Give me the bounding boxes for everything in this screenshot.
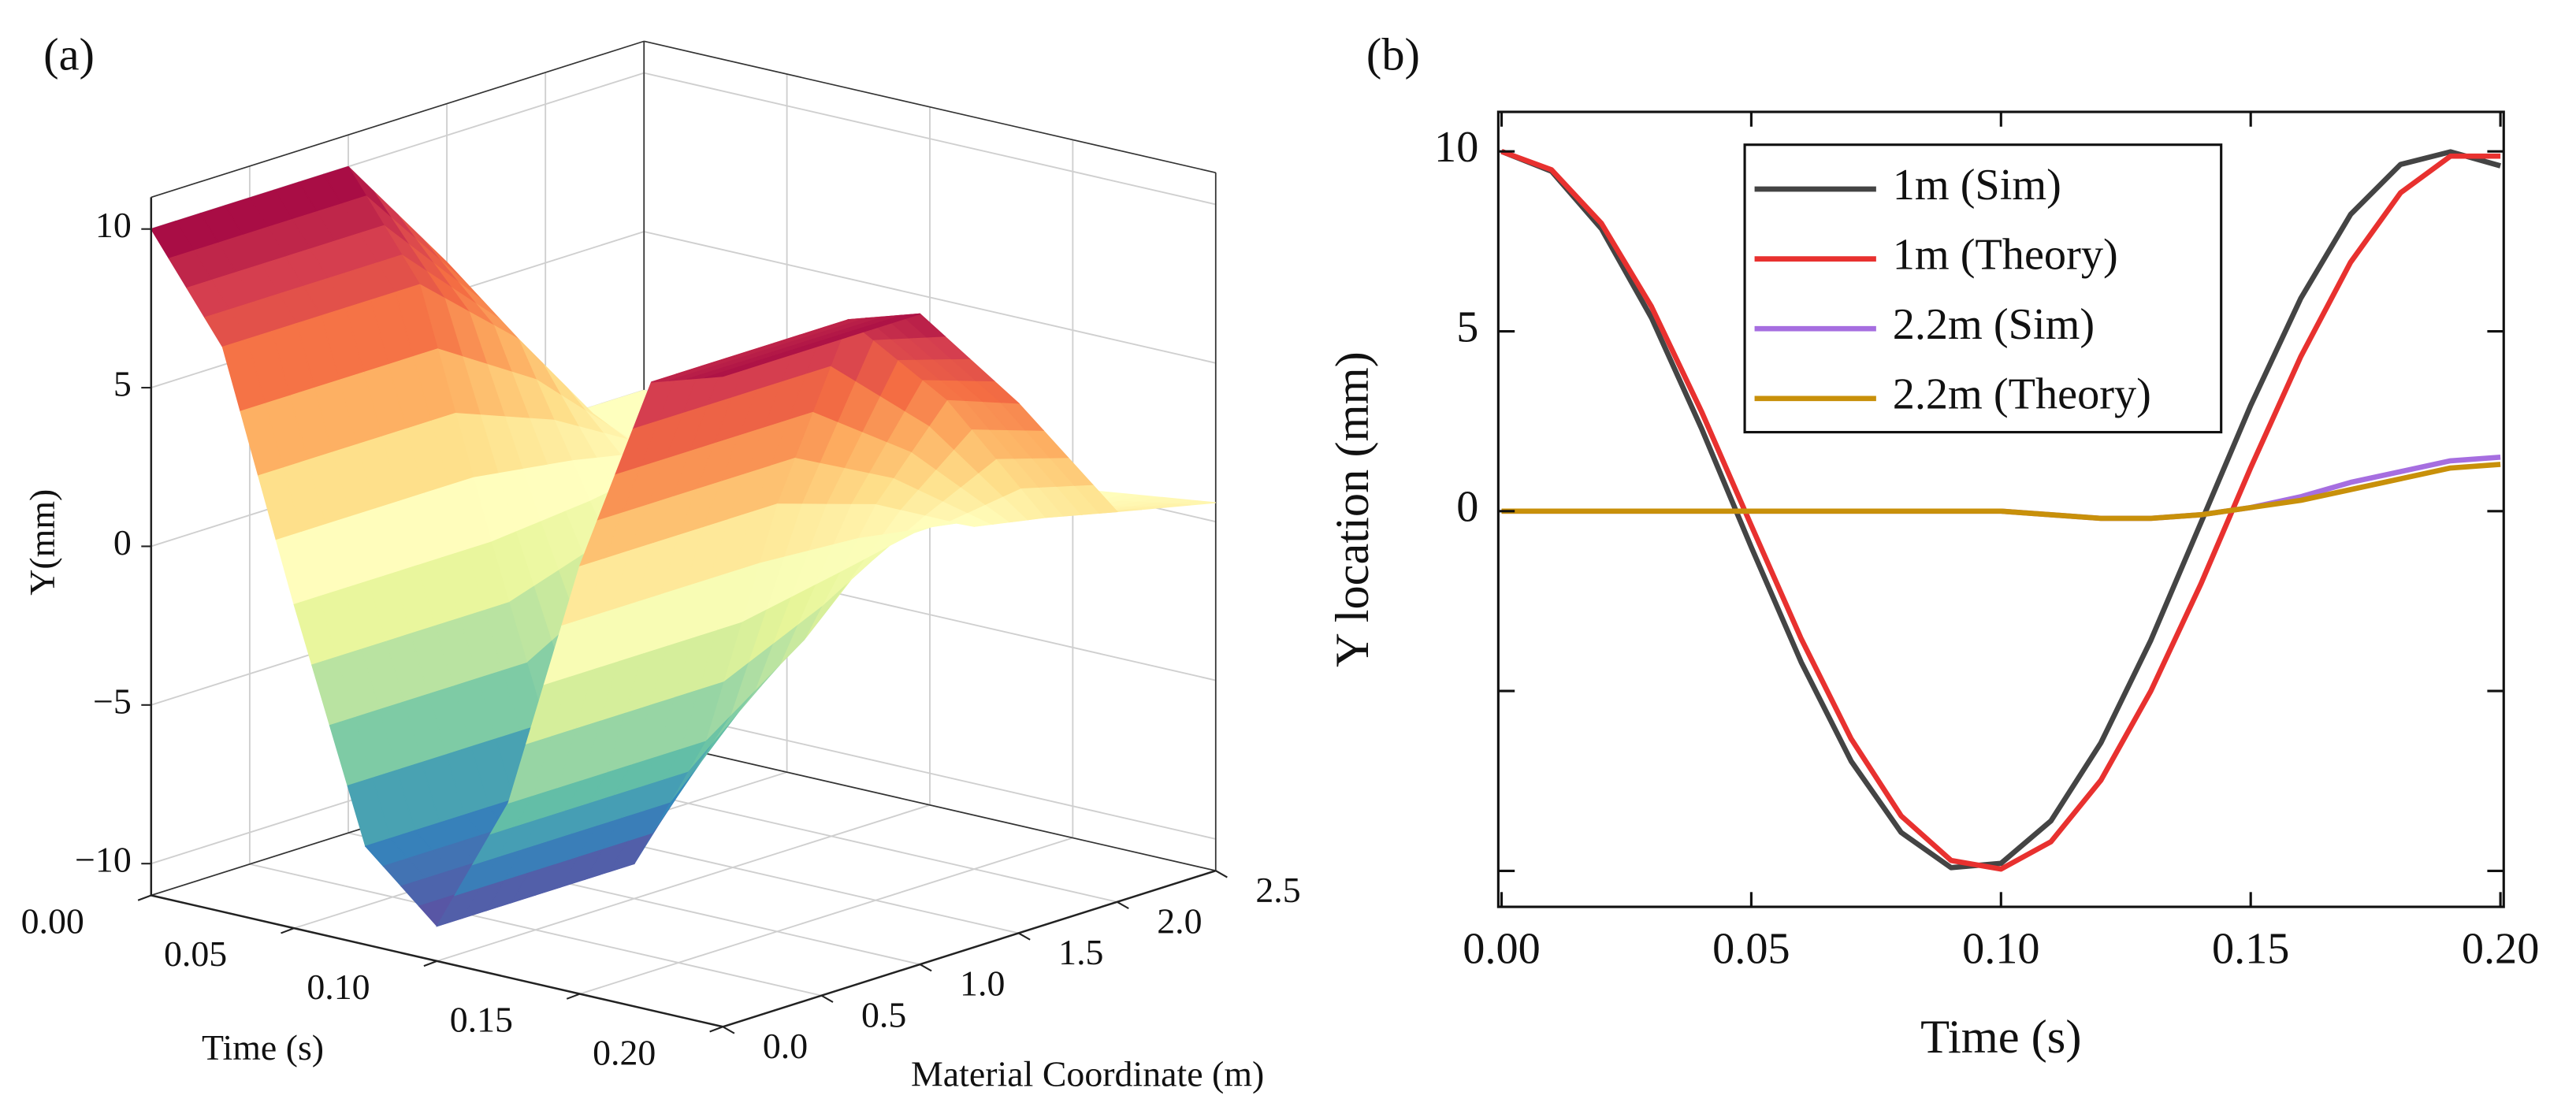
legend-label: 2.2m (Sim) — [1893, 300, 2095, 349]
axis-line — [722, 870, 1217, 1028]
tick-mark — [722, 1026, 735, 1034]
tick-mark — [137, 894, 152, 901]
x-axis-label: Time (s) — [1920, 1011, 2081, 1064]
y-axis-label: Material Coordinate (m) — [911, 1053, 1264, 1094]
surface-patch — [704, 368, 748, 379]
tick-mark — [820, 994, 834, 1003]
z-tick-label: −5 — [93, 681, 132, 721]
grid-line — [249, 863, 822, 997]
x-tick-label: 0.15 — [450, 1000, 513, 1040]
z-tick-label: 10 — [95, 205, 132, 245]
x-tick-label: 0.10 — [307, 967, 370, 1007]
x-axis-label: Time (s) — [202, 1027, 324, 1068]
series-line — [1500, 149, 2501, 872]
grid-line — [644, 72, 1216, 206]
tick-mark — [566, 993, 581, 1000]
panel-title: (b) — [1366, 29, 1420, 80]
x-tick-label: 0.05 — [1712, 924, 1790, 973]
panel-b: 0.00 0.05 0.10 0.15 0.20 10 5 0 (b) Time (s) Y loc… — [1326, 29, 2539, 1064]
z-tick-label: 5 — [113, 364, 132, 404]
tick-mark — [423, 960, 437, 967]
legend-label: 1m (Sim) — [1893, 161, 2061, 210]
grid-line — [644, 231, 1216, 364]
z-tick-label: −10 — [75, 840, 132, 880]
y-tick-label: 0.5 — [861, 994, 906, 1034]
series-line — [1500, 149, 2502, 871]
grid-line — [437, 804, 931, 962]
series-line — [1501, 462, 2501, 522]
y-tick-label: 0 — [1456, 483, 1478, 532]
y-tick-label: 1.0 — [960, 964, 1005, 1004]
x-tick-label: 0.20 — [593, 1032, 656, 1072]
x-tick-label: 0.15 — [2212, 924, 2289, 973]
y-tick-label: 0.0 — [763, 1026, 808, 1066]
axis-box-edge — [151, 40, 645, 199]
panel-title: (a) — [43, 29, 95, 80]
axis-box-edge — [644, 738, 1216, 872]
tick-mark — [1215, 870, 1228, 878]
x-tick-label: 0.10 — [1962, 924, 2039, 973]
y-tick-label: 5 — [1456, 303, 1478, 351]
x-tick-label: 0.00 — [21, 901, 84, 941]
z-axis-label: Y(mm) — [22, 489, 62, 596]
legend-label: 2.2m (Theory) — [1893, 370, 2151, 419]
panel-a: −10 −5 0 5 10 0.00 0.05 0.10 0.15 0.20 0.0 0.5 1.0 1.… — [21, 29, 1301, 1094]
tick-mark — [709, 1026, 723, 1033]
tick-mark — [1117, 900, 1129, 910]
tick-mark — [919, 964, 932, 972]
grid-line — [579, 837, 1073, 995]
legend-label: 1m (Theory) — [1893, 231, 2118, 280]
grid-line — [644, 707, 1216, 840]
y-axis-label: Y location (mm) — [1326, 351, 1379, 667]
x-tick-label: 0.05 — [164, 934, 227, 974]
legend-box — [1743, 143, 2223, 434]
z-tick-label: 0 — [113, 522, 132, 563]
x-tick-label: 0.20 — [2462, 924, 2540, 973]
x-tick-label: 0.00 — [1463, 924, 1541, 973]
tick-mark — [281, 927, 295, 934]
y-tick-label: 1.5 — [1058, 932, 1103, 972]
axis-box-edge — [644, 40, 1216, 173]
tick-mark — [1018, 932, 1031, 941]
y-tick-label: 10 — [1434, 123, 1478, 172]
y-tick-label: 2.0 — [1157, 901, 1202, 941]
y-tick-label: 2.5 — [1255, 870, 1300, 910]
